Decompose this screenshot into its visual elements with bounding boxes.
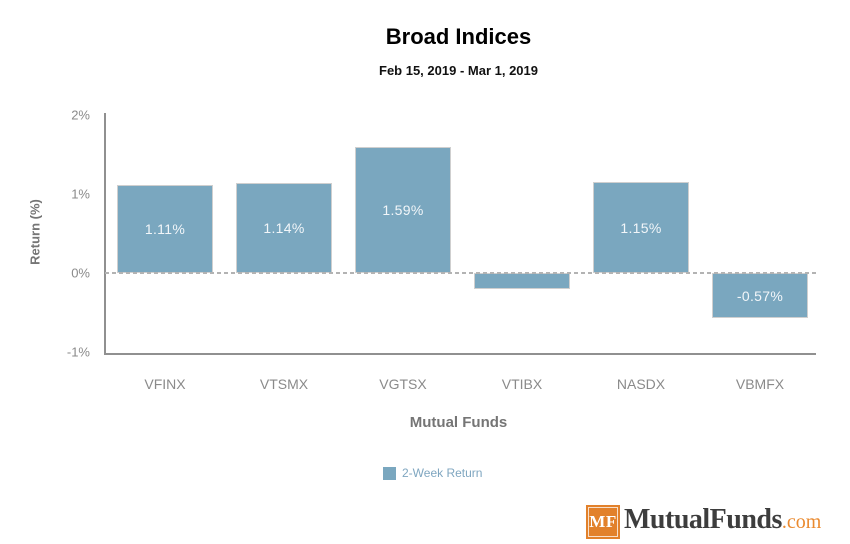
logo-tld: .com bbox=[781, 511, 822, 533]
chart-title: Broad Indices bbox=[385, 24, 532, 49]
bar-value-label: 1.59% bbox=[382, 202, 424, 218]
bar-value-label: -0.57% bbox=[736, 287, 784, 304]
x-tick-label-vgtsx: VGTSX bbox=[379, 376, 427, 392]
bar-value-label: 1.11% bbox=[144, 221, 186, 237]
y-tick-label-2pct: 2% bbox=[71, 107, 90, 123]
bar-vbmfx[interactable]: -0.57% bbox=[712, 273, 808, 318]
x-tick-label-vtsmx: VTSMX bbox=[259, 376, 309, 392]
y-tick-label-neg1pct: -1% bbox=[66, 344, 90, 360]
mutualfunds-logo[interactable]: MutualFunds.com bbox=[624, 504, 821, 536]
y-tick-label-1pct: 1% bbox=[71, 186, 90, 202]
bar-vgtsx[interactable]: 1.59% bbox=[355, 147, 451, 273]
legend-item-2-week-return[interactable]: 2-Week Return bbox=[383, 466, 482, 480]
zero-baseline bbox=[105, 272, 817, 274]
bar-value-label: 1.14% bbox=[263, 220, 305, 236]
x-axis-title: Mutual Funds bbox=[409, 414, 508, 431]
chart-subtitle: Feb 15, 2019 - Mar 1, 2019 bbox=[379, 63, 538, 78]
x-tick-label-vtibx: VTIBX bbox=[501, 376, 543, 392]
mutualfunds-logo-badge[interactable]: MF bbox=[586, 505, 620, 539]
x-tick-label-vfinx: VFINX bbox=[144, 376, 186, 392]
legend-swatch-icon bbox=[383, 466, 396, 480]
x-tick-label-vbmfx: VBMFX bbox=[735, 376, 785, 392]
bar-vfinx[interactable]: 1.11% bbox=[117, 185, 213, 273]
y-tick-label-0pct: 0% bbox=[71, 265, 90, 281]
bar-vtsmx[interactable]: 1.14% bbox=[236, 183, 332, 273]
x-axis-line bbox=[104, 353, 816, 355]
bar-value-label: 1.15% bbox=[620, 219, 662, 236]
bar-nasdx[interactable]: 1.15% bbox=[593, 182, 689, 273]
logo-name: MutualFunds bbox=[624, 504, 782, 535]
legend-label: 2-Week Return bbox=[402, 466, 483, 480]
mf-monogram: MF bbox=[589, 512, 617, 531]
y-axis-line bbox=[104, 113, 106, 355]
bar-vtibx[interactable] bbox=[474, 273, 570, 289]
x-tick-label-nasdx: NASDX bbox=[616, 376, 666, 392]
